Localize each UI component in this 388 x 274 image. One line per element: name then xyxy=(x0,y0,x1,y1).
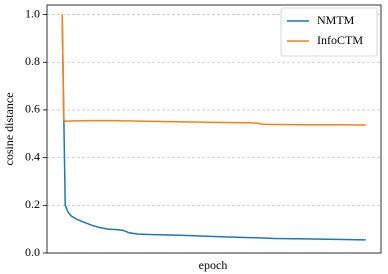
y-tick-label: 0.2 xyxy=(25,197,40,211)
line xyxy=(61,14,366,241)
y-tick-label: 0.8 xyxy=(25,54,40,68)
x-axis-label: epoch xyxy=(199,258,228,272)
line xyxy=(61,14,366,126)
legend-label: InfoCTM xyxy=(317,33,363,47)
y-axis-label: cosine distance xyxy=(2,93,16,166)
y-tick-label: 0.0 xyxy=(25,245,40,259)
y-tick-label: 0.4 xyxy=(25,149,40,163)
legend-frame xyxy=(280,7,378,57)
y-tick-label: 1.0 xyxy=(25,6,40,20)
y-tick-label: 0.6 xyxy=(25,102,40,116)
legend-label: NMTM xyxy=(317,13,355,27)
plot-frame xyxy=(46,4,382,254)
